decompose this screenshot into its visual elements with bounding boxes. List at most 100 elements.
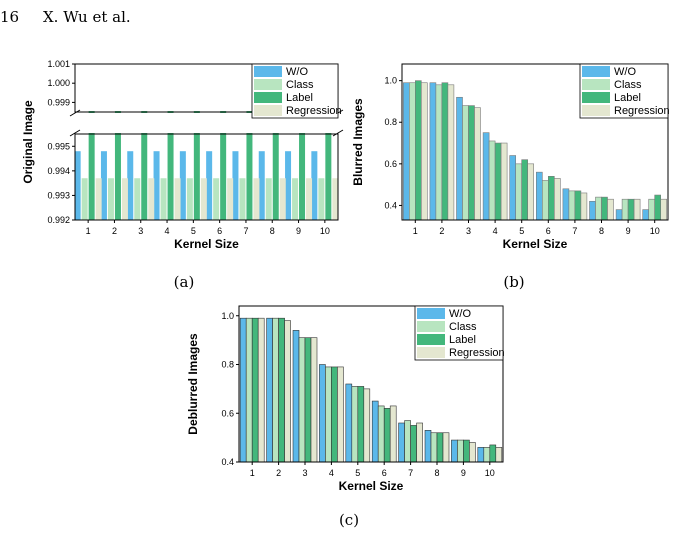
chart-a-legend-label-3: Regression [286,105,342,117]
chart-b-bar-regression-5 [527,163,534,221]
chart-b-xtick-label-6: 6 [546,226,551,236]
chart-c-legend-swatch-1 [417,321,445,332]
chart-b-bar-label-6 [548,176,555,221]
chart-c-bar-class-1 [245,317,253,463]
chart-a-bar-class-8 [265,178,272,220]
chart-b-bar-wo-9 [615,209,623,221]
chart-b-legend-swatch-0 [582,66,610,77]
chart-a-bar-regression-8 [279,178,286,220]
chart-c-xtick-label-5: 5 [355,468,360,478]
chart-a-xtick-label-9: 9 [296,226,301,236]
chart-a-legend-swatch-0 [254,66,282,77]
chart-c-legend-swatch-2 [417,334,445,345]
chart-a-bar-class-1 [81,178,88,220]
chart-b-frame [401,63,669,221]
chart-b-bar-regression-4 [500,142,508,221]
chart-c-bar-class-4 [325,366,332,463]
chart-a-bar-label-7 [246,111,253,220]
chart-b-bar-class-10 [648,198,656,221]
chart-a-bar-wo-7 [232,151,239,220]
chart-c-bar-regression-5 [363,388,371,463]
chart-a-legend-label-1: Class [286,79,314,91]
chart-a-legend-swatch-2 [254,92,282,103]
caption-b: (b) [503,273,525,291]
chart-a-xtick-label-10: 10 [320,226,330,236]
chart-c-bar-class-5 [351,386,359,463]
chart-b-xtick-label-7: 7 [572,226,577,236]
chart-a-bar-label-3 [141,111,148,220]
chart-a-bar-regression-9 [306,178,313,220]
chart-a-bar-wo-4 [153,151,160,220]
chart-a-bar-regression-5 [200,178,207,220]
chart-c-legend-label-2: Label [449,334,476,346]
chart-c-bar-label-4 [331,366,338,463]
chart-c: 0.4 0.6 0.8 1.0 1 2 3 4 5 6 7 8 9 10 Kernel Size Deblur… [186,305,505,493]
chart-a-legend-label-2: Label [286,92,313,104]
chart-c-xtick-label-10: 10 [485,468,495,478]
chart-a-bar-wo-9 [285,151,292,220]
chart-a-bar-label-4 [167,111,174,220]
chart-a-ytick-label-0.992: 0.992 [47,215,70,225]
chart-b-legend-swatch-2 [582,92,610,103]
chart-b-xtick-label-10: 10 [650,226,660,236]
chart-c-bar-wo-8 [424,430,432,463]
chart-c-frame [238,305,504,463]
chart-c-ylabel: Deblurred Images [186,333,200,435]
chart-b-bar-label-5 [521,159,528,221]
caption-c: (c) [338,511,360,529]
page-number: 16 [0,8,20,26]
chart-b-bar-regression-7 [580,192,588,221]
chart-b-bar-class-7 [568,190,576,221]
chart-b-bar-label-7 [574,190,582,221]
chart-c-bar-wo-3 [292,330,300,463]
chart-a-bar-regression-2 [121,178,128,220]
chart-c-bar-class-6 [377,405,385,463]
chart-b-bar-wo-6 [536,171,543,221]
chart-b-bar-label-4 [494,142,502,221]
chart-a-bar-regression-1 [95,178,102,220]
chart-b-legend-label-2: Label [614,92,641,104]
chart-b-bar-regression-6 [554,178,561,221]
chart-b-bar-class-3 [462,105,469,221]
chart-c-xtick-label-1: 1 [250,468,255,478]
chart-b-xtick-label-3: 3 [466,226,471,236]
chart-a-break-mark-right-1 [332,129,344,137]
chart-a-bar-wo-1 [74,151,81,220]
chart-c-bar-regression-6 [389,405,397,463]
chart-a-bar-class-9 [292,178,299,220]
chart-a-xtick-label-5: 5 [191,226,196,236]
chart-a-bar-class-3 [134,178,141,220]
chart-a-legend-swatch-3 [254,105,282,116]
chart-b-bar-regression-10 [660,198,668,221]
chart-b-bar-wo-7 [562,188,570,221]
chart-c-bar-wo-4 [319,364,326,463]
chart-c-bar-wo-6 [371,400,379,463]
chart-a-bar-wo-5 [179,151,186,220]
chart-a-bar-wo-10 [311,151,318,220]
chart-b-bar-regression-2 [447,84,455,221]
chart-b-bar-label-8 [601,196,608,221]
chart-a-break-mark-left-1 [69,129,81,137]
chart-b-legend-swatch-3 [582,105,610,116]
chart-c-bar-wo-9 [451,439,458,463]
chart-a-xtick-label-4: 4 [165,226,170,236]
chart-c-xtick-label-8: 8 [434,468,439,478]
chart-a-bar-label-6 [220,111,227,220]
chart-b-bar-wo-2 [429,82,437,221]
chart-b-bar-class-8 [595,196,602,221]
chart-a-bar-regression-10 [332,178,339,220]
chart-b-bar-label-9 [627,198,635,221]
chart-a-bar-label-9 [299,111,306,220]
chart-c-xtick-label-9: 9 [461,468,466,478]
chart-a-bar-class-2 [107,178,114,220]
chart-c-bar-regression-3 [310,337,318,463]
chart-a-ytick-label-0.993: 0.993 [47,190,70,200]
chart-c-legend-label-3: Regression [449,347,505,359]
chart-c-bar-label-10 [489,444,497,463]
chart-b-xtick-label-8: 8 [599,226,604,236]
chart-a-bar-class-6 [213,178,220,220]
chart-c-bar-regression-2 [284,320,291,463]
chart-c-bar-wo-10 [477,447,485,463]
chart-a-bar-wo-2 [100,151,107,220]
chart-c-ytick-label-0.8: 0.8 [221,360,234,370]
